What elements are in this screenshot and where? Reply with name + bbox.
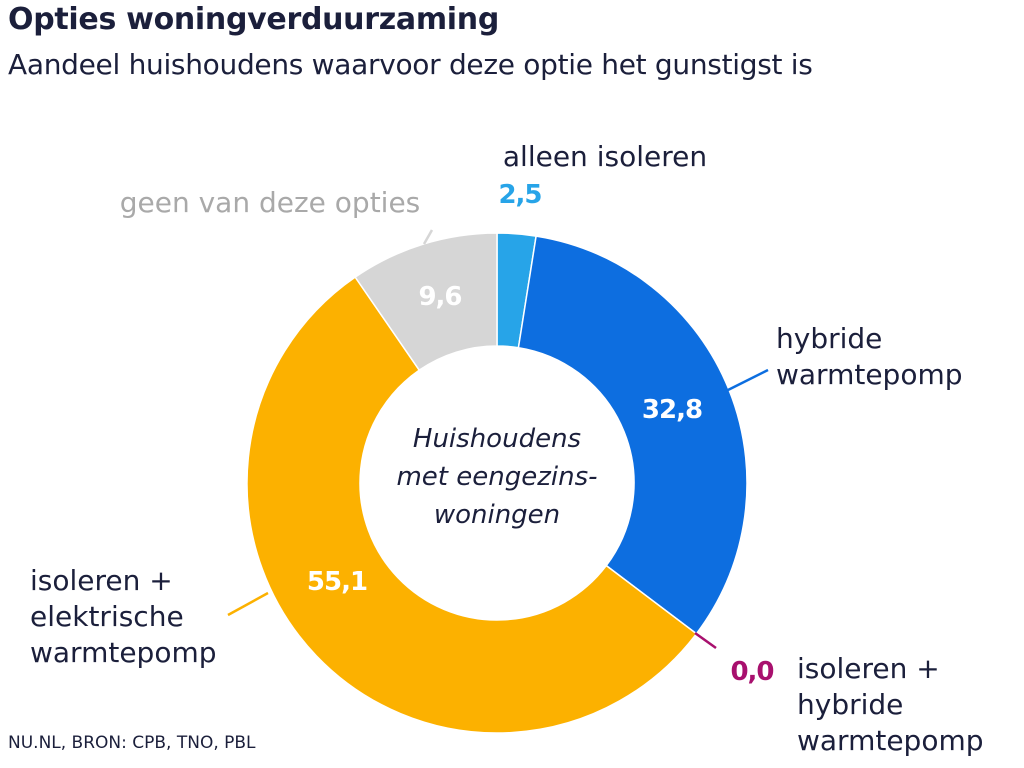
chart-subtitle: Aandeel huishoudens waarvoor deze optie … (8, 48, 813, 81)
category-label-alleen-isoleren: alleen isoleren (503, 140, 707, 173)
chart-title: Opties woningverduurzaming (8, 2, 500, 37)
leader-line-geen-van-deze-opties (422, 229, 434, 245)
category-label-geen-van-deze-opties: geen van deze opties (120, 186, 421, 219)
source-note: NU.NL, BRON: CPB, TNO, PBL (8, 733, 256, 753)
leader-line-isoleren-hybride-warmtepomp (694, 631, 717, 650)
slice-isoleren-elektrische-warmtepomp (246, 276, 698, 734)
category-label-isoleren-hybride-warmtepomp: isoleren + hybride warmtepomp (797, 652, 984, 757)
value-label-geen-van-deze-opties: 9,6 (418, 282, 461, 312)
value-label-isoleren-elektrische-warmtepomp: 55,1 (307, 567, 367, 597)
value-label-alleen-isoleren: 2,5 (498, 180, 541, 210)
center-label: Huishoudens met eengezins-woningen (396, 424, 597, 530)
value-label-hybride-warmtepomp: 32,8 (642, 395, 702, 425)
value-label-isoleren-hybride-warmtepomp: 0,0 (730, 657, 773, 687)
leader-line-isoleren-elektrische-warmtepomp (227, 591, 269, 617)
leader-line-hybride-warmtepomp (727, 368, 769, 392)
category-label-hybride-warmtepomp: hybride warmtepomp (776, 322, 963, 391)
slice-geen-van-deze-opties (354, 232, 498, 372)
category-label-isoleren-elektrische-warmtepomp: isoleren + elektrische warmtepomp (30, 564, 217, 669)
slice-hybride-warmtepomp (517, 235, 748, 635)
